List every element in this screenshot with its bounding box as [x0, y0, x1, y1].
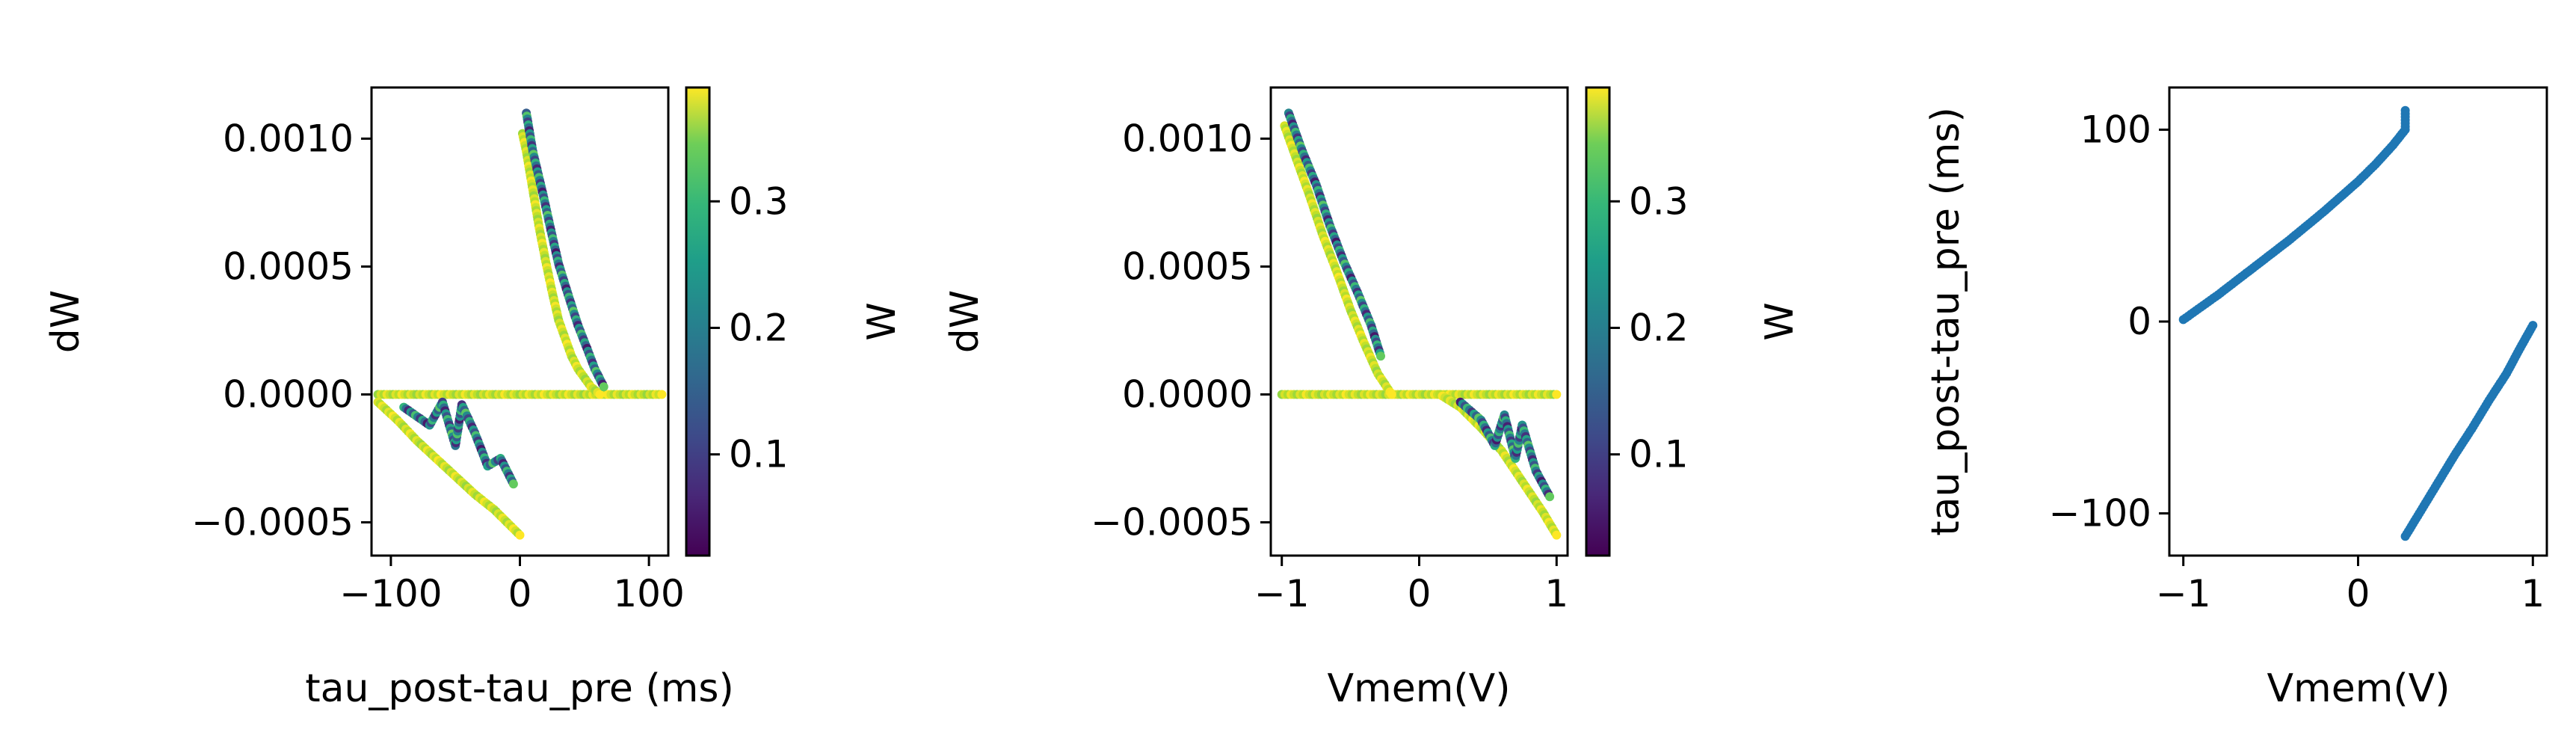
- panel-1-colorbar: 0.1 0.2 0.3 W: [685, 86, 905, 557]
- panel-2-colorbar: 0.1 0.2 0.3 W: [1585, 86, 1802, 557]
- panel-2-colorbar-tick-label: 0.1: [1629, 433, 1689, 476]
- panel-2-colorbar-label: W: [1757, 302, 1802, 340]
- panel-1-ytick-label: 0.0010: [223, 117, 354, 160]
- panel-1-colorbar-tick-label: 0.1: [729, 433, 789, 476]
- panel-3-xticks: −1 0 1: [2156, 556, 2545, 615]
- panel-3-ytick-label: 100: [2080, 108, 2151, 151]
- panel-3-xlabel: Vmem(V): [2267, 666, 2450, 711]
- panel-1-yticks: −0.0005 0.0000 0.0005 0.0010: [191, 117, 372, 544]
- panel-2-ytick-label: −0.0005: [1091, 501, 1253, 544]
- panel-2-point: [1387, 390, 1396, 399]
- panel-2-points: [1277, 108, 1562, 540]
- panel-3-points: [2178, 105, 2538, 541]
- panel-3-xtick-label: 1: [2521, 572, 2545, 615]
- panel-2-xtick-label: −1: [1254, 572, 1310, 615]
- panel-1: −100 0 100 −0.0005 0.0000 0.0005 0.0010 tau_p…: [43, 86, 905, 711]
- panel-1-colorbar-tick-label: 0.3: [729, 179, 789, 223]
- panel-2-colorbar-tick-label: 0.3: [1629, 179, 1689, 223]
- panel-3-yticks: −100 0 100: [2049, 108, 2169, 535]
- panel-2-point: [1545, 492, 1555, 502]
- panel-2-ytick-label: 0.0010: [1122, 117, 1253, 160]
- panel-1-xticks: −100 0 100: [339, 556, 685, 615]
- panel-2-point: [1376, 351, 1385, 361]
- panel-1-point: [508, 479, 518, 489]
- panel-1-xtick-label: −100: [339, 572, 442, 615]
- panel-3-xtick-label: −1: [2156, 572, 2211, 615]
- panel-1-points: [373, 108, 667, 540]
- panel-1-colorbar-tick-label: 0.2: [729, 306, 789, 349]
- panel-3-point: [2528, 321, 2538, 331]
- panel-1-point: [595, 390, 605, 399]
- panel-1-xtick-label: 0: [508, 572, 532, 615]
- panel-1-ytick-label: 0.0000: [223, 372, 354, 416]
- panel-1-ytick-label: −0.0005: [191, 501, 354, 544]
- panel-2-ytick-label: 0.0005: [1122, 245, 1253, 288]
- panel-2: −1 0 1 −0.0005 0.0000 0.0005 0.0010 Vmem(V) d…: [943, 86, 1802, 711]
- panel-2-colorbar-gradient: [1585, 86, 1611, 557]
- panel-1-point: [599, 382, 608, 392]
- panel-3-plot-frame: [2168, 86, 2548, 557]
- panel-1-colorbar-label: W: [860, 302, 905, 340]
- panel-1-point: [657, 390, 667, 399]
- panel-3-ytick-label: 0: [2127, 300, 2151, 343]
- panel-1-point: [515, 530, 525, 540]
- panel-1-ylabel: dW: [43, 290, 88, 353]
- panel-3-xtick-label: 0: [2347, 572, 2370, 615]
- panel-3-point: [2400, 105, 2410, 115]
- panel-1-xlabel: tau_post-tau_pre (ms): [305, 666, 734, 711]
- panel-2-yticks: −0.0005 0.0000 0.0005 0.0010: [1091, 117, 1271, 544]
- panel-1-plot-frame: [370, 86, 670, 557]
- panel-2-xticks: −1 0 1: [1254, 556, 1568, 615]
- panel-1-xtick-label: 100: [613, 572, 684, 615]
- panel-2-point: [1552, 530, 1562, 540]
- panel-3: −1 0 1 −100 0 100 Vmem(V) tau_post-tau_pre (…: [1923, 86, 2548, 711]
- panel-1-colorbar-ticks: 0.1 0.2 0.3: [709, 179, 789, 476]
- panel-2-xtick-label: 0: [1408, 572, 1432, 615]
- panel-3-ylabel: tau_post-tau_pre (ms): [1923, 107, 1968, 536]
- panel-2-xlabel: Vmem(V): [1327, 666, 1510, 711]
- panel-2-ytick-label: 0.0000: [1122, 372, 1253, 416]
- panel-2-ylabel: dW: [943, 290, 987, 353]
- panel-2-colorbar-tick-label: 0.2: [1629, 306, 1689, 349]
- panel-2-point: [1552, 390, 1562, 399]
- panel-2-xtick-label: 1: [1544, 572, 1568, 615]
- panel-3-ytick-label: −100: [2049, 492, 2151, 535]
- panel-2-colorbar-ticks: 0.1 0.2 0.3: [1609, 179, 1689, 476]
- panel-1-ytick-label: 0.0005: [223, 245, 354, 288]
- panel-1-colorbar-gradient: [685, 86, 711, 557]
